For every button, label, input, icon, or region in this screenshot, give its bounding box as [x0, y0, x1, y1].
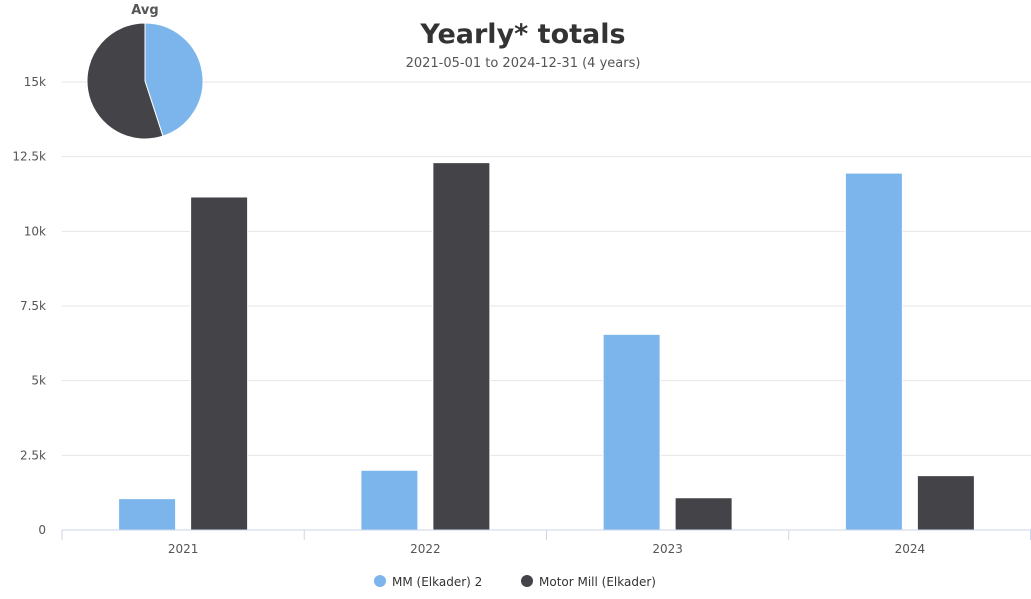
y-tick-label: 10k — [24, 224, 46, 238]
x-axis: 2021 2022 2023 2024 — [61, 529, 1031, 556]
bar-mm-elkader-2-2023[interactable] — [602, 333, 661, 531]
pie-slice-mm-elkader-2[interactable] — [144, 22, 204, 137]
legend-item-motor-mill-elkader-[interactable]: Motor Mill (Elkader) — [521, 575, 656, 589]
legend-label: MM (Elkader) 2 — [392, 575, 482, 589]
legend-item-mm-elkader-2[interactable]: MM (Elkader) 2 — [374, 575, 482, 589]
pie-slice-motor-mill-elkader-[interactable] — [86, 22, 164, 140]
chart-subtitle: 2021-05-01 to 2024-12-31 (4 years) — [406, 56, 641, 71]
y-tick-label: 0 — [38, 523, 46, 537]
x-tick-label: 2021 — [168, 542, 199, 556]
bar-motor-mill-elkader--2024[interactable] — [916, 475, 975, 531]
y-axis-ticks: 0 2.5k 5k 7.5k 10k 12.5k 15k — [12, 75, 46, 537]
bars — [118, 162, 975, 531]
x-tick-label: 2024 — [895, 542, 926, 556]
legend-marker — [521, 575, 533, 587]
y-tick-label: 15k — [24, 75, 46, 89]
legend-marker — [374, 575, 386, 587]
y-tick-label: 7.5k — [20, 299, 46, 313]
legend: MM (Elkader) 2 Motor Mill (Elkader) — [374, 575, 656, 589]
x-tick-label: 2023 — [652, 542, 683, 556]
legend-label: Motor Mill (Elkader) — [539, 575, 656, 589]
y-tick-label: 2.5k — [20, 448, 46, 462]
bar-mm-elkader-2-2021[interactable] — [118, 498, 177, 531]
y-tick-label: 12.5k — [12, 150, 46, 164]
pie-title: Avg — [131, 3, 158, 18]
y-tick-label: 5k — [31, 374, 46, 388]
avg-pie-chart: Avg — [86, 3, 204, 140]
bar-motor-mill-elkader--2021[interactable] — [190, 196, 249, 531]
bar-mm-elkader-2-2022[interactable] — [360, 469, 419, 531]
chart-title: Yearly* totals — [419, 19, 625, 50]
bar-motor-mill-elkader--2022[interactable] — [432, 162, 491, 531]
x-tick-label: 2022 — [410, 542, 441, 556]
bar-motor-mill-elkader--2023[interactable] — [674, 497, 733, 531]
bar-mm-elkader-2-2024[interactable] — [844, 172, 903, 531]
